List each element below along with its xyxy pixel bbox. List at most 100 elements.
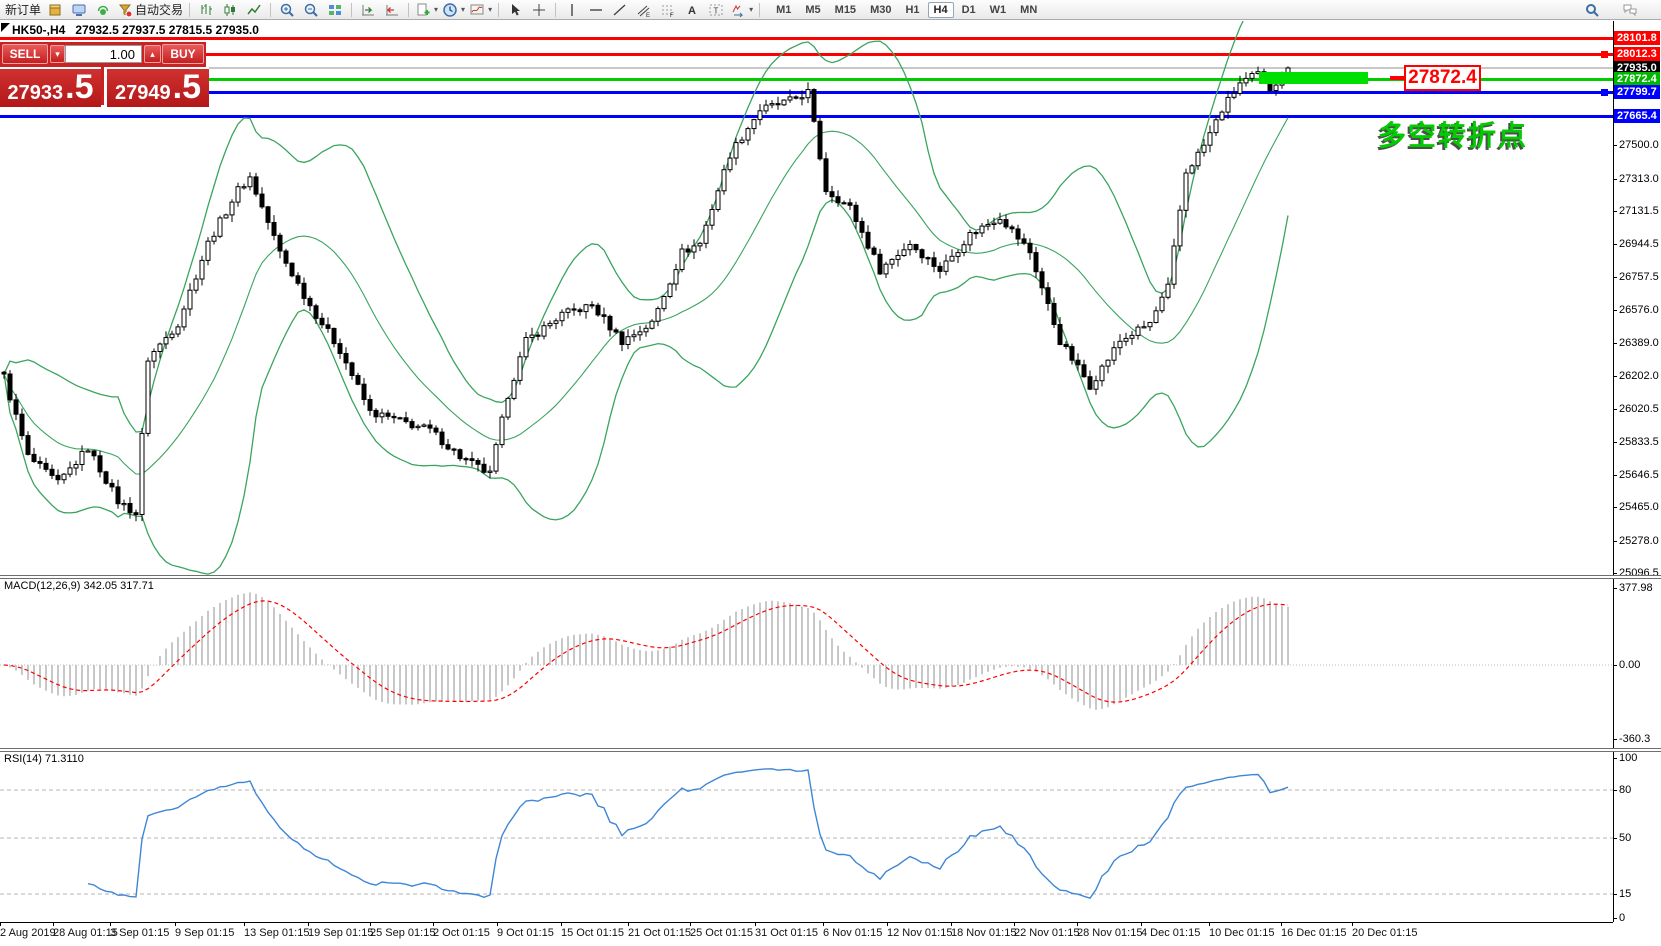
- chevron-down-icon: ▾: [749, 5, 754, 14]
- y-axis-tick-label: 26944.5: [1619, 238, 1659, 250]
- line-chart-button[interactable]: [242, 1, 266, 19]
- chevron-down-icon: ▾: [434, 5, 439, 14]
- price-axis-line: [1613, 21, 1614, 922]
- timeframe-m30[interactable]: M30: [870, 3, 892, 16]
- price-tag-dash: [1390, 76, 1404, 80]
- horizontal-price-line[interactable]: [0, 115, 1613, 118]
- chat-icon: [1623, 4, 1637, 16]
- timeframe-w1[interactable]: W1: [989, 3, 1007, 16]
- autotrade-button[interactable]: 自动交易: [115, 1, 185, 19]
- T-icon: T: [709, 4, 723, 15]
- y-axis-tick: [1613, 442, 1617, 443]
- market-depth-button[interactable]: [43, 1, 67, 19]
- toolbar-separator: [189, 2, 191, 17]
- timeframe-d1[interactable]: D1: [961, 3, 976, 16]
- x-axis-tick: [175, 922, 176, 926]
- trendline-button[interactable]: [608, 1, 632, 19]
- volume-input[interactable]: [65, 45, 142, 63]
- search-button[interactable]: [1580, 1, 1604, 19]
- y-axis-tick: [1613, 179, 1617, 180]
- indicator-icon: [470, 4, 484, 14]
- crosshair-button[interactable]: [527, 1, 551, 19]
- toolbar-separator: [759, 2, 761, 17]
- macd-signal-line: [3, 600, 1289, 703]
- pc-icon: [72, 4, 86, 16]
- bars-icon: [201, 3, 213, 15]
- toolbar-separator: [408, 2, 410, 17]
- price-tag[interactable]: 27872.4: [1404, 65, 1481, 91]
- tiles-icon: [329, 4, 342, 15]
- x-axis-label: 2 Oct 01:15: [433, 927, 490, 939]
- toolbar-separator: [351, 2, 353, 17]
- x-axis-label: 21 Oct 01:15: [628, 927, 691, 939]
- rsi-axis-tick: [1613, 918, 1617, 919]
- horizontal-price-line[interactable]: [0, 67, 1613, 69]
- horizontal-price-line[interactable]: [0, 78, 1613, 81]
- indicators-button[interactable]: ▾: [467, 1, 494, 19]
- price-level-label: 27872.4: [1614, 72, 1660, 86]
- highlight-bar[interactable]: [1259, 72, 1368, 84]
- horizontal-price-line[interactable]: [0, 53, 1613, 56]
- timeframe-m15[interactable]: M15: [834, 3, 857, 16]
- chat-button[interactable]: [1618, 1, 1642, 19]
- candle-wicks: [3, 66, 1289, 522]
- y-axis-tick: [1613, 475, 1617, 476]
- signal-icon: [97, 5, 109, 15]
- zoom-out-button[interactable]: [299, 1, 323, 19]
- line-endpoint-marker[interactable]: [1601, 51, 1608, 58]
- toolbar-buttons: 新订单 自动交易 ▾ ▾ ▾ E F A T ▾: [3, 1, 764, 19]
- timeframe-h4[interactable]: H4: [927, 1, 954, 18]
- pane-separator-2[interactable]: [0, 748, 1661, 752]
- volume-increase-button[interactable]: ▴: [144, 45, 161, 63]
- timeframe-m5[interactable]: M5: [805, 3, 821, 16]
- periods-button[interactable]: ▾: [440, 1, 467, 19]
- signals-button[interactable]: [91, 1, 115, 19]
- annotation-text[interactable]: 多空转折点: [1378, 120, 1529, 151]
- pane-separator-1[interactable]: [0, 575, 1661, 579]
- fibo-icon: F: [662, 5, 675, 18]
- fibonacci-button[interactable]: F: [656, 1, 680, 19]
- auto-scroll-button[interactable]: [356, 1, 380, 19]
- sell-button[interactable]: SELL: [2, 44, 48, 64]
- y-axis-tick-label: 27131.5: [1619, 205, 1659, 217]
- equidistant-channel-button[interactable]: E: [632, 1, 656, 19]
- y-axis-tick-label: 26757.5: [1619, 271, 1659, 283]
- x-axis-tick: [308, 922, 309, 926]
- terminal-button[interactable]: [67, 1, 91, 19]
- toolbar-separator: [555, 2, 557, 17]
- horizontal-line-button[interactable]: [584, 1, 608, 19]
- volume-decrease-button[interactable]: ▾: [50, 45, 65, 63]
- text-label-button[interactable]: T: [704, 1, 728, 19]
- arrow-tools-button[interactable]: ▾: [728, 1, 755, 19]
- x-axis-label: 16 Dec 01:15: [1281, 927, 1347, 939]
- zoom-in-button[interactable]: [275, 1, 299, 19]
- price-level-label: 28012.3: [1614, 47, 1660, 61]
- x-axis-tick: [1014, 922, 1015, 926]
- bar-chart-button[interactable]: [194, 1, 218, 19]
- new-order-button[interactable]: 新订单: [3, 1, 43, 19]
- tile-windows-button[interactable]: [323, 1, 347, 19]
- y-axis-tick-label: 26389.0: [1619, 337, 1659, 349]
- timeframe-m1[interactable]: M1: [776, 3, 792, 16]
- vertical-line-button[interactable]: [560, 1, 584, 19]
- sell-price[interactable]: 27933.5: [0, 67, 101, 107]
- y-axis-tick-label: 27313.0: [1619, 173, 1659, 185]
- text-tool-button[interactable]: A: [680, 1, 704, 19]
- chart-area[interactable]: [0, 21, 1661, 946]
- x-axis-label: 9 Sep 01:15: [175, 927, 235, 939]
- new-template-button[interactable]: ▾: [413, 1, 440, 19]
- cursor-button[interactable]: [503, 1, 527, 19]
- rsi-level-lines: [0, 789, 1613, 895]
- horizontal-price-line[interactable]: [0, 37, 1613, 40]
- buy-price[interactable]: 27949.5: [104, 67, 209, 107]
- line-endpoint-marker[interactable]: [1601, 89, 1608, 96]
- timeframe-h1[interactable]: H1: [905, 3, 920, 16]
- chevron-down-icon: ▾: [461, 5, 466, 14]
- trend-icon: [613, 3, 626, 16]
- candlestick-chart-button[interactable]: [218, 1, 242, 19]
- rsi-line: [87, 768, 1289, 900]
- macd-axis-label: 0.00: [1619, 659, 1641, 671]
- buy-button[interactable]: BUY: [162, 44, 204, 64]
- timeframe-mn[interactable]: MN: [1020, 3, 1038, 16]
- chart-shift-button[interactable]: [380, 1, 404, 19]
